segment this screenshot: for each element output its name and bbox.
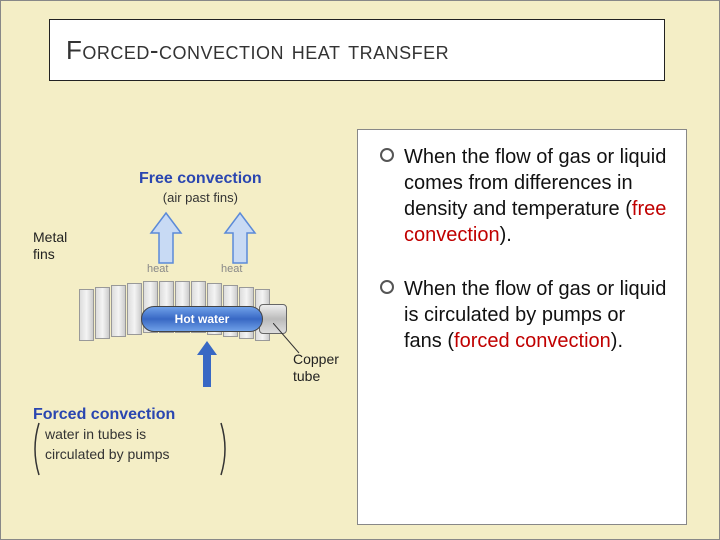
metal-fins-label: Metal fins (33, 229, 67, 263)
metal-l2: fins (33, 246, 55, 262)
hot-water-pipe: Hot water (141, 306, 263, 332)
forced-convection-label: Forced convection water in tubes is circ… (33, 405, 175, 465)
bullet-icon (380, 280, 394, 294)
bullet-post: ). (611, 330, 623, 352)
free-conv-text: Free convection (139, 170, 262, 187)
bullet-text: When the flow of gas or liquid comes fro… (404, 144, 668, 248)
copper-1: Copper (293, 351, 339, 367)
bullet-post: ). (500, 224, 512, 246)
metal-l1: Metal (33, 229, 67, 245)
forced-sub2: circulated by pumps (33, 446, 170, 462)
bullet-item: When the flow of gas or liquid is circul… (380, 276, 668, 354)
fin (127, 283, 142, 335)
bullet-pre: When the flow of gas or liquid comes fro… (404, 146, 666, 220)
slide: Forced-convection heat transfer When the… (0, 0, 720, 540)
fin (111, 285, 126, 337)
forced-sub1: water in tubes is (33, 426, 146, 442)
heat-arrow-icon (143, 211, 189, 271)
free-convection-label: Free convection (air past fins) (139, 169, 262, 207)
heat-text: heat (147, 263, 168, 275)
fin (79, 289, 94, 341)
heat-text: heat (221, 263, 242, 275)
hot-water-label: Hot water (175, 312, 230, 326)
fin (95, 287, 110, 339)
free-conv-sub: (air past fins) (163, 190, 238, 205)
forced-text: Forced convection (33, 406, 175, 423)
heat-arrow-icon (217, 211, 263, 271)
convection-diagram: Free convection (air past fins) Metal fi… (33, 151, 353, 501)
text-panel: When the flow of gas or liquid comes fro… (357, 129, 687, 525)
up-arrow-icon (195, 339, 219, 389)
paren-icon (217, 421, 231, 477)
title-box: Forced-convection heat transfer (49, 19, 665, 81)
copper-2: tube (293, 368, 320, 384)
slide-title: Forced-convection heat transfer (66, 35, 449, 66)
copper-tube-label: Copper tube (293, 351, 339, 385)
bullet-highlight: forced convection (454, 330, 611, 352)
bullet-icon (380, 148, 394, 162)
bullet-text: When the flow of gas or liquid is circul… (404, 276, 668, 354)
bullet-item: When the flow of gas or liquid comes fro… (380, 144, 668, 248)
